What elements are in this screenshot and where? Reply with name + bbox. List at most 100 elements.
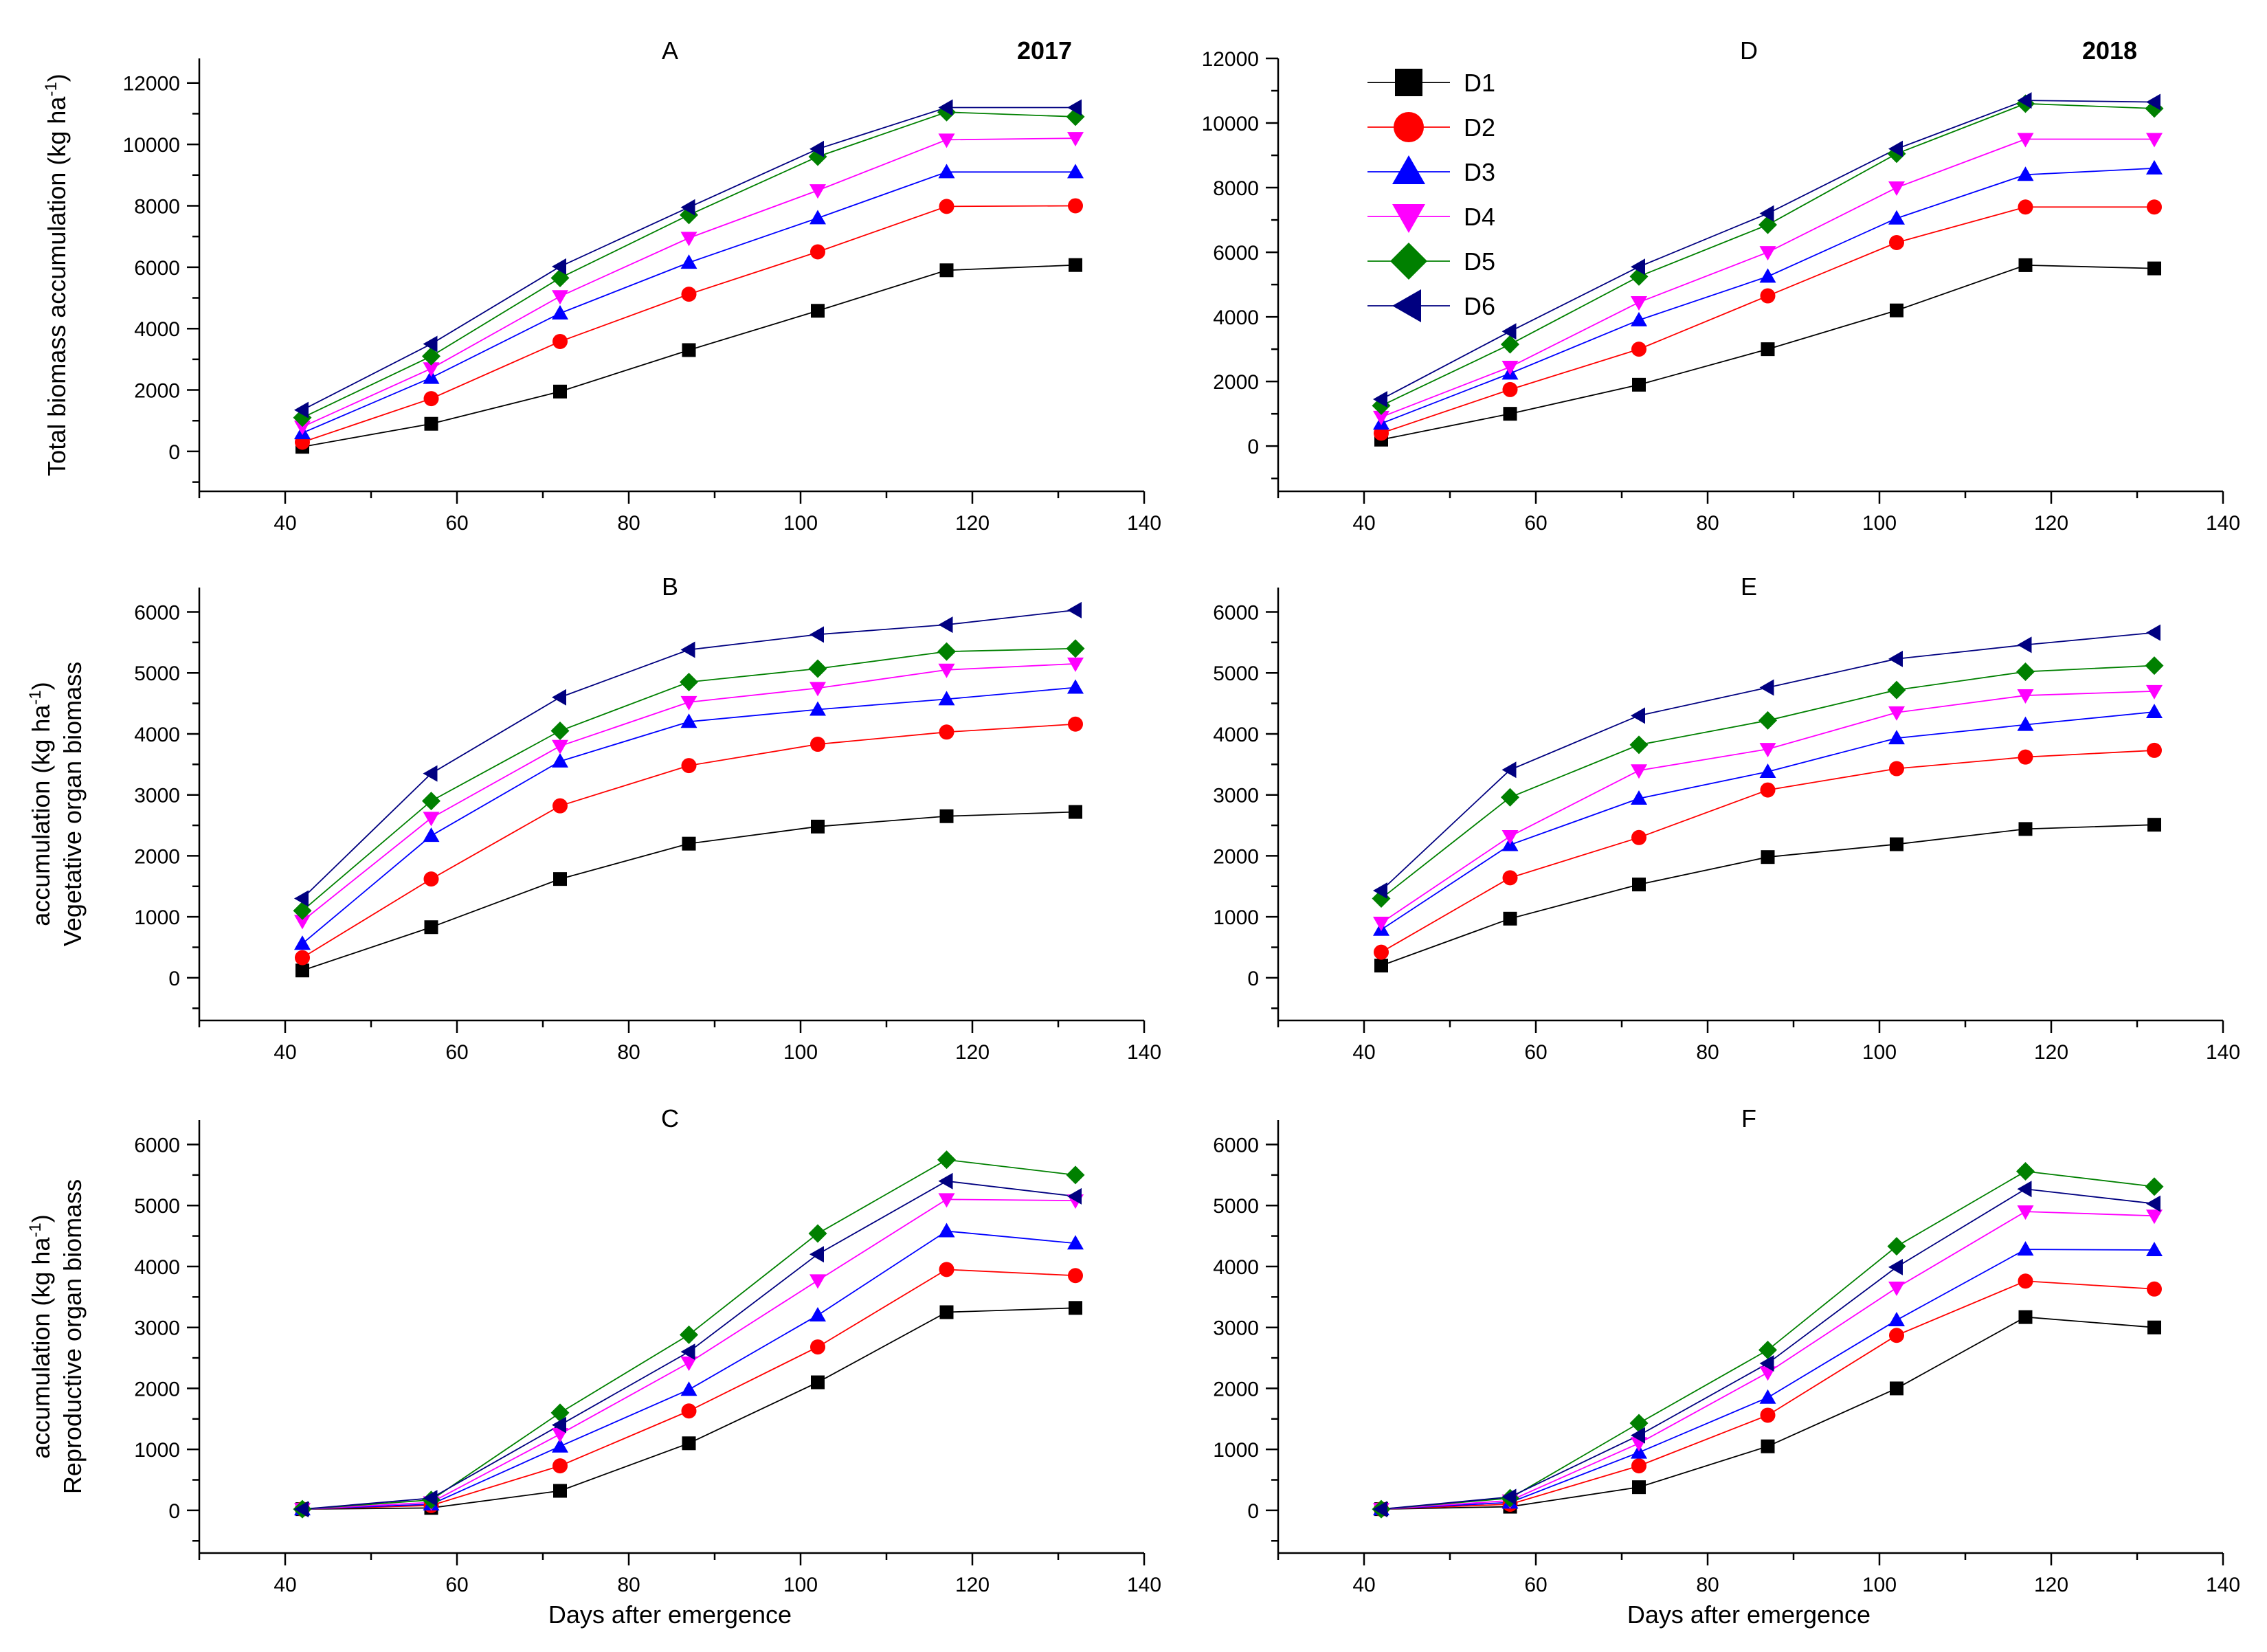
point-D2 — [1760, 782, 1776, 798]
y-tick-label: 2000 — [1213, 845, 1259, 868]
x-axis-label-right: Days after emergence — [1627, 1600, 1870, 1629]
point-D6 — [680, 1343, 695, 1361]
y-tick-label: 0 — [168, 441, 180, 464]
point-D1 — [811, 1375, 825, 1389]
point-D2 — [1502, 381, 1518, 397]
point-D2 — [1889, 761, 1904, 777]
point-D3 — [680, 254, 697, 269]
x-tick-label: 120 — [955, 512, 990, 535]
point-D5 — [550, 722, 570, 741]
point-D1 — [939, 809, 954, 823]
point-D3 — [1067, 164, 1084, 179]
point-D2 — [939, 724, 954, 740]
point-D3 — [552, 752, 568, 768]
point-D3 — [423, 827, 440, 842]
point-D6 — [2146, 1195, 2160, 1212]
year-label: 2018 — [2082, 36, 2137, 65]
point-D2 — [1889, 1328, 1904, 1343]
point-D3 — [938, 164, 955, 179]
x-tick-label: 60 — [445, 1574, 468, 1596]
point-D1 — [553, 1484, 567, 1498]
point-D4 — [938, 1193, 955, 1208]
point-D6 — [2017, 1181, 2032, 1198]
point-D4 — [938, 663, 955, 678]
point-D1 — [1069, 805, 1082, 819]
y-tick-label: 12000 — [1202, 48, 1259, 71]
point-D1 — [2147, 261, 2161, 276]
point-D2 — [295, 950, 310, 965]
point-D3 — [680, 713, 697, 728]
point-D1 — [1632, 377, 1646, 392]
y-tick-label: 4000 — [1213, 306, 1259, 329]
point-D2 — [1068, 716, 1083, 732]
point-D4 — [1631, 295, 1647, 311]
x-tick-label: 140 — [2206, 512, 2240, 535]
point-D5 — [422, 792, 440, 811]
point-D1 — [1890, 303, 1903, 317]
y-axis-label: Reproductive organ biomass — [58, 1179, 87, 1494]
y-tick-label: 3000 — [134, 785, 180, 807]
y-axis-label: Total biomass accumulation (kg ha-1) — [42, 74, 71, 476]
point-D5 — [1887, 1237, 1906, 1256]
series-line-D6 — [302, 1180, 1076, 1510]
point-D1 — [2018, 822, 2033, 836]
point-D6 — [2146, 624, 2160, 641]
point-D3 — [2017, 1241, 2034, 1256]
y-tick-label: 5000 — [1213, 662, 1259, 685]
x-tick-label: 100 — [783, 1574, 818, 1596]
point-D1 — [1761, 1439, 1775, 1453]
point-D2 — [2018, 199, 2033, 215]
point-D6 — [938, 616, 953, 634]
point-D3 — [1631, 311, 1647, 326]
point-D5 — [550, 1403, 570, 1422]
legend-label-D3: D3 — [1464, 158, 1495, 186]
panel-C: 40 60 80 100 120 140 0 1000 2000 3000 4000 5000 6000… — [26, 1104, 1162, 1596]
x-tick-label: 140 — [1127, 1574, 1161, 1596]
point-D4 — [294, 915, 311, 930]
x-tick-label: 140 — [2206, 1041, 2240, 1064]
point-D5 — [2016, 662, 2035, 681]
point-D3 — [552, 304, 568, 320]
x-tick-label: 100 — [783, 1041, 818, 1064]
point-D2 — [681, 287, 697, 302]
x-tick-label: 120 — [2034, 1041, 2068, 1064]
y-tick-label: 0 — [168, 1500, 180, 1523]
x-tick-label: 80 — [617, 512, 640, 535]
point-D2 — [1068, 198, 1083, 214]
point-D1 — [2018, 1310, 2033, 1324]
panel-title: D — [1740, 36, 1758, 65]
point-D6 — [294, 401, 309, 418]
y-tick-label: 2000 — [134, 380, 180, 403]
point-D6 — [552, 689, 566, 706]
y-tick-label: 1000 — [134, 906, 180, 929]
point-D6 — [423, 765, 438, 782]
point-D2 — [810, 244, 825, 260]
point-D5 — [680, 1325, 698, 1344]
y-tick-label: 0 — [1247, 968, 1259, 990]
point-D2 — [1631, 1458, 1646, 1474]
point-D2 — [681, 1403, 697, 1419]
point-D6 — [1759, 205, 1774, 222]
y-tick-label: 8000 — [134, 195, 180, 218]
point-D1 — [2147, 1320, 2161, 1335]
point-D4 — [1067, 132, 1084, 147]
legend-label-D6: D6 — [1464, 292, 1495, 320]
point-D6 — [1631, 258, 1645, 276]
point-D4 — [2017, 1205, 2034, 1220]
point-D4 — [1631, 764, 1647, 779]
point-D3 — [809, 701, 826, 716]
point-D4 — [1373, 917, 1389, 932]
point-D1 — [1503, 911, 1517, 926]
point-D5 — [2016, 1162, 2035, 1181]
point-D4 — [423, 812, 440, 827]
y-tick-label: 2000 — [134, 1378, 180, 1400]
y-tick-label: 6000 — [1213, 601, 1259, 624]
point-D1 — [2018, 258, 2033, 272]
point-D6 — [423, 335, 438, 353]
point-D4 — [680, 232, 697, 247]
x-tick-label: 100 — [1862, 1574, 1897, 1596]
legend-marker-D4 — [1392, 204, 1425, 233]
x-tick-label: 60 — [1524, 1574, 1547, 1596]
x-tick-label: 100 — [1862, 512, 1897, 535]
point-D2 — [1374, 944, 1389, 960]
